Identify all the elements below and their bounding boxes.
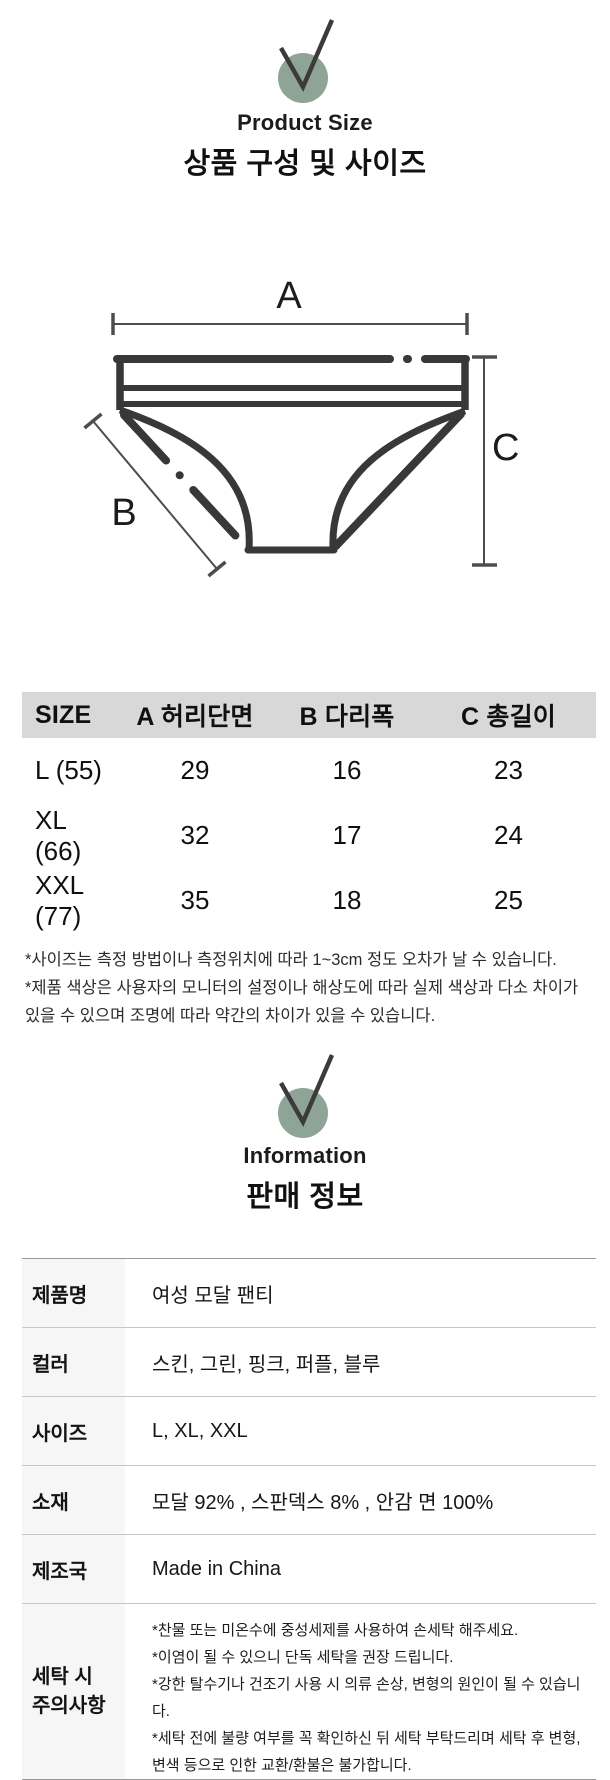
- care-item: *찬물 또는 미온수에 중성세제를 사용하여 손세탁 해주세요.: [152, 1622, 519, 1639]
- info-value: 여성 모달 팬티: [152, 1284, 274, 1307]
- info-row-care: 세탁 시 주의사항 *찬물 또는 미온수에 중성세제를 사용하여 손세탁 해주세…: [22, 1604, 596, 1779]
- care-label-line: 주의사항: [32, 1695, 106, 1717]
- info-value: Made in China: [152, 1557, 281, 1580]
- size-table-header-length: C 총길이: [421, 692, 596, 738]
- info-value: 모달 92% , 스판덱스 8% , 안감 면 100%: [152, 1491, 494, 1514]
- length-cell: 25: [494, 885, 523, 915]
- right-side-seam: [332, 410, 465, 550]
- waist-cell: 32: [180, 820, 210, 850]
- care-item: *강한 탈수기나 건조기 사용 시 의류 손상, 변형의 원인이 될 수 있습니…: [152, 1676, 581, 1720]
- size-table-row: XL (66) 32 17 24: [22, 803, 596, 868]
- size-cell: XL (66): [35, 804, 82, 866]
- dimension-label-a: A: [276, 275, 302, 317]
- info-row-material: 소재 모달 92% , 스판덱스 8% , 안감 면 100%: [22, 1466, 596, 1535]
- size-section-eyebrow: Product Size: [237, 110, 373, 135]
- size-cell: L (55): [35, 755, 102, 785]
- care-label-line: 세탁 시: [32, 1666, 93, 1688]
- care-item: *이염이 될 수 있으니 단독 세탁을 권장 드립니다.: [152, 1649, 454, 1666]
- size-note-line: *사이즈는 측정 방법이나 측정위치에 따라 1~3cm 정도 오차가 날 수 …: [25, 951, 557, 969]
- dimension-tick: [207, 560, 227, 578]
- info-label: 사이즈: [22, 1397, 125, 1465]
- check-icon: [278, 19, 335, 103]
- info-row-color: 컬러 스킨, 그린, 핑크, 퍼플, 블루: [22, 1328, 596, 1397]
- waist-cell: 35: [180, 885, 210, 915]
- info-section-title: 판매 정보: [246, 1181, 364, 1213]
- waist-cell: 29: [180, 755, 210, 785]
- size-section-header: Product Size 상품 구성 및 사이즈: [0, 110, 610, 182]
- left-side-seam-dashed: [120, 411, 250, 551]
- size-section-title: 상품 구성 및 사이즈: [183, 148, 427, 180]
- size-table-header-size: SIZE: [22, 692, 117, 738]
- dimension-tick: [83, 412, 103, 430]
- size-table-row: L (55) 29 16 23: [22, 738, 596, 803]
- panty-measurement-diagram: A B C: [83, 275, 519, 578]
- size-table-header-waist: A 허리단면: [117, 692, 273, 738]
- info-label: 제조국: [22, 1535, 125, 1603]
- size-note-line: *제품 색상은 사용자의 모니터의 설정이나 해상도에 따라 실제 색상과 다소…: [25, 979, 579, 1025]
- info-table: 제품명 여성 모달 팬티 컬러 스킨, 그린, 핑크, 퍼플, 블루 사이즈 L…: [22, 1258, 596, 1780]
- check-mark: [279, 1054, 335, 1128]
- info-row-origin: 제조국 Made in China: [22, 1535, 596, 1604]
- size-table: SIZE A 허리단면 B 다리폭 C 총길이 L (55) 29 16 23 …: [22, 692, 596, 933]
- dimension-label-c: C: [492, 427, 519, 469]
- length-cell: 23: [494, 755, 523, 785]
- size-table-header-row: SIZE A 허리단면 B 다리폭 C 총길이: [22, 692, 596, 738]
- info-value: 스킨, 그린, 핑크, 퍼플, 블루: [152, 1353, 381, 1376]
- dimension-line-b: [92, 420, 218, 570]
- care-instructions: *찬물 또는 미온수에 중성세제를 사용하여 손세탁 해주세요. *이염이 될 …: [125, 1604, 596, 1779]
- info-section-eyebrow: Information: [243, 1143, 367, 1168]
- info-row-product-name: 제품명 여성 모달 팬티: [22, 1259, 596, 1328]
- leg-cell: 17: [332, 820, 362, 850]
- info-label: 세탁 시 주의사항: [22, 1604, 125, 1779]
- length-cell: 24: [494, 820, 523, 850]
- info-value: L, XL, XXL: [152, 1419, 248, 1442]
- leg-cell: 16: [332, 755, 362, 785]
- right-leg-curve: [329, 407, 467, 549]
- dimension-label-b: B: [111, 492, 136, 534]
- size-table-row: XXL (77) 35 18 25: [22, 868, 596, 933]
- size-table-header-leg: B 다리폭: [273, 692, 421, 738]
- size-notes: *사이즈는 측정 방법이나 측정위치에 따라 1~3cm 정도 오차가 날 수 …: [25, 946, 595, 1030]
- check-mark: [279, 19, 335, 93]
- info-section-header: Information 판매 정보: [0, 1143, 610, 1215]
- info-label: 소재: [22, 1466, 125, 1534]
- info-label: 제품명: [22, 1259, 125, 1327]
- left-leg-curve: [118, 406, 253, 550]
- size-cell: XXL (77): [35, 869, 84, 931]
- care-item: *세탁 전에 불량 여부를 꼭 확인하신 뒤 세탁 부탁드리며 세탁 후 변형,…: [152, 1730, 581, 1774]
- leg-cell: 18: [332, 885, 362, 915]
- check-icon: [278, 1054, 335, 1138]
- info-row-size: 사이즈 L, XL, XXL: [22, 1397, 596, 1466]
- info-label: 컬러: [22, 1328, 125, 1396]
